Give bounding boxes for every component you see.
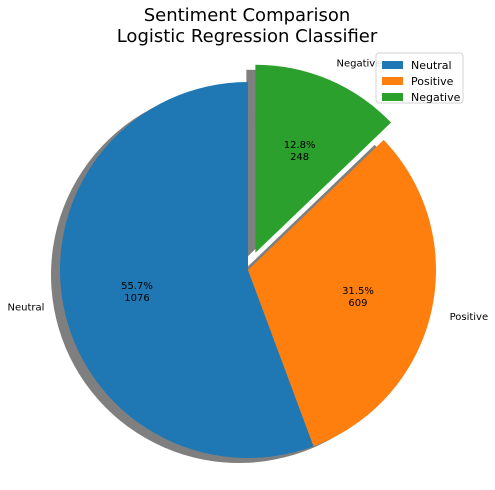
- slice-labels: Neutral 55.7%1076 Positive 31.5%609 Negative…: [8, 58, 489, 323]
- slice-label-negative: Negative: [336, 58, 381, 69]
- slice-label-positive: Positive: [450, 312, 489, 323]
- legend-label-neutral: Neutral: [411, 59, 452, 72]
- legend-label-negative: Negative: [411, 91, 461, 104]
- slice-label-neutral: Neutral: [8, 303, 45, 314]
- pie-slices: [59, 64, 437, 459]
- slice-percent-positive: 31.5%: [342, 286, 374, 297]
- slice-negative: [255, 64, 392, 253]
- legend-swatch-positive: [382, 77, 403, 85]
- slice-count-positive: 609: [348, 298, 367, 309]
- chart-title-line-2: Logistic Regression Classifier: [117, 26, 378, 47]
- chart-title-line-1: Sentiment Comparison: [144, 5, 351, 26]
- slice-count-neutral: 1076: [124, 293, 149, 304]
- slice-positive: [248, 139, 437, 447]
- legend-label-positive: Positive: [411, 75, 454, 88]
- chart-title: Sentiment Comparison Logistic Regression…: [117, 5, 378, 47]
- legend: Neutral Positive Negative: [375, 52, 464, 104]
- slice-percent-negative: 12.8%: [284, 140, 316, 151]
- legend-swatch-neutral: [382, 61, 403, 69]
- legend-swatch-negative: [382, 93, 403, 101]
- slice-percent-neutral: 55.7%: [121, 281, 153, 292]
- slice-neutral: [59, 81, 314, 459]
- slice-count-negative: 248: [290, 152, 309, 163]
